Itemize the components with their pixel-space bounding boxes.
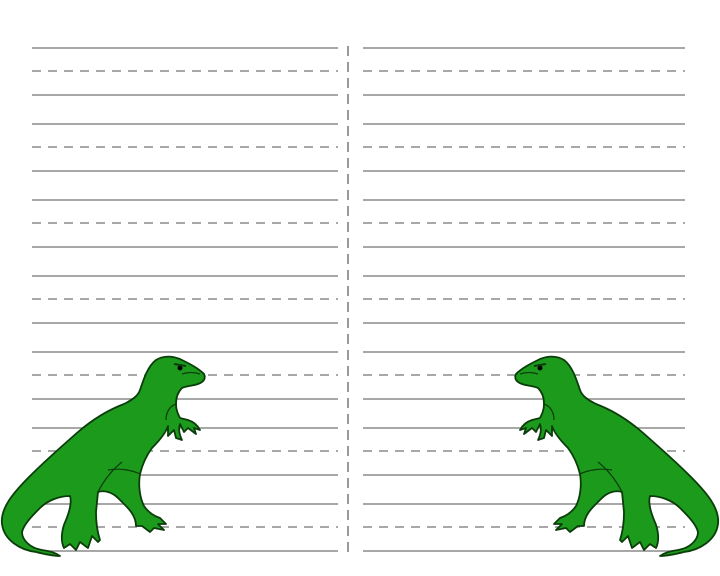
green-dinosaur-left xyxy=(1,355,206,557)
green-dinosaur-right xyxy=(514,355,719,557)
right-column-lines xyxy=(363,47,685,552)
